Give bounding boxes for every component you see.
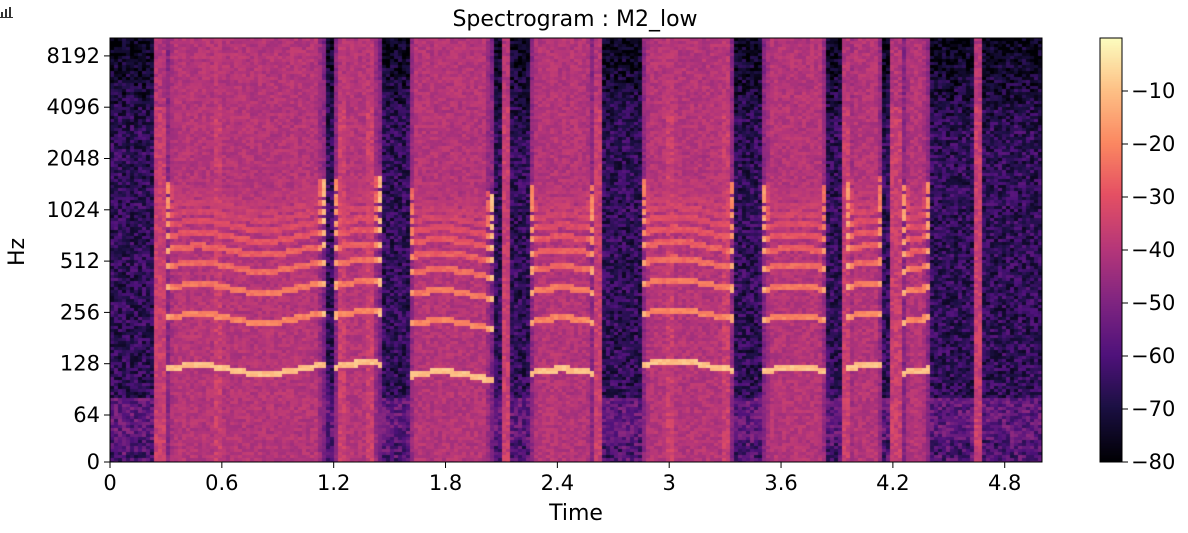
colorbar-tick-label: −30: [1131, 185, 1175, 209]
bar-chart-icon: [0, 7, 13, 18]
y-axis-label: Hz: [5, 238, 30, 266]
y-tick-label: 1024: [47, 198, 100, 222]
chart-title: Spectrogram : M2_low: [452, 7, 697, 32]
colorbar-tick-label: −10: [1131, 79, 1175, 103]
colorbar: [1100, 38, 1122, 462]
y-axis: 0 64 128 256 512 1024 2048 4096 8192: [47, 44, 110, 474]
y-tick-label: 512: [60, 249, 100, 273]
x-tick-label: 1.8: [429, 471, 462, 495]
x-tick-label: 4.8: [988, 471, 1021, 495]
colorbar-tick-label: −40: [1131, 238, 1175, 262]
colorbar-tick-label: −60: [1131, 344, 1175, 368]
x-tick-label: 3: [663, 471, 676, 495]
y-tick-label: 2048: [47, 147, 100, 171]
x-tick-label: 4.2: [876, 471, 909, 495]
x-tick-label: 0.6: [205, 471, 238, 495]
x-tick-label: 0: [103, 471, 116, 495]
x-axis: 0 0.6 1.2 1.8 2.4 3 3.6 4.2 4.8: [103, 462, 1021, 495]
colorbar-tick-label: −20: [1131, 132, 1175, 156]
x-tick-label: 1.2: [317, 471, 350, 495]
plot-frame: [109, 37, 1043, 463]
y-tick-label: 0: [87, 450, 100, 474]
spectrogram-image: [110, 38, 1042, 462]
x-tick-label: 2.4: [541, 471, 574, 495]
colorbar-tick-label: −50: [1131, 291, 1175, 315]
y-tick-label: 4096: [47, 95, 100, 119]
colorbar-tick-label: −80: [1131, 450, 1175, 474]
x-tick-label: 3.6: [764, 471, 797, 495]
y-tick-label: 128: [60, 352, 100, 376]
y-tick-label: 64: [73, 403, 100, 427]
y-tick-label: 256: [60, 300, 100, 324]
colorbar-tick-label: −70: [1131, 397, 1175, 421]
x-axis-label: Time: [548, 501, 603, 526]
colorbar-axis: −10 −20 −30 −40 −50 −60 −70 −80: [1122, 79, 1175, 474]
y-tick-label: 8192: [47, 44, 100, 68]
